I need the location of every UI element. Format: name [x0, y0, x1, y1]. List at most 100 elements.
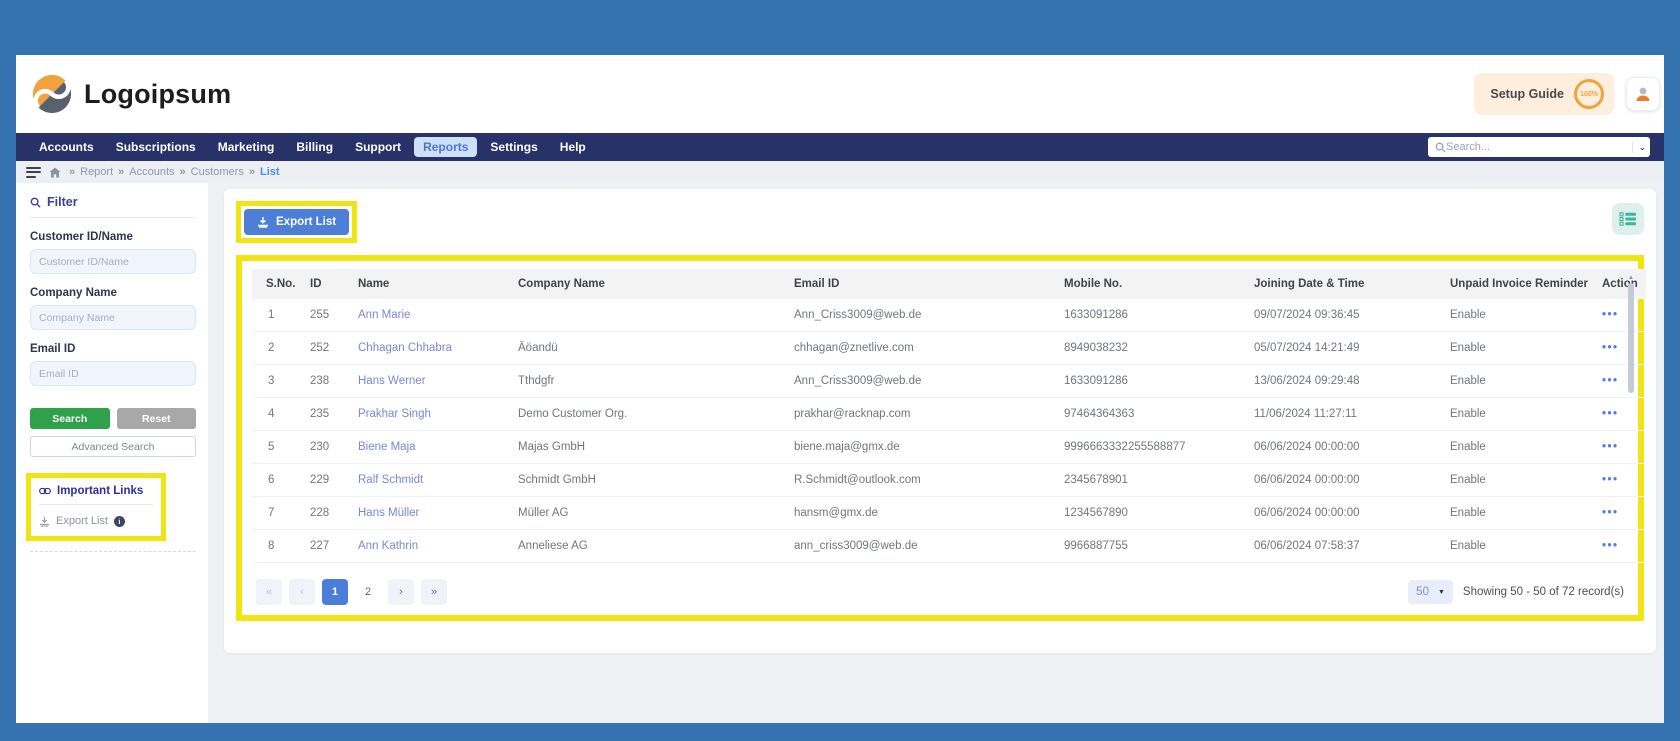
customer-name-link[interactable]: Prakhar Singh — [352, 397, 512, 431]
breadcrumb-item[interactable]: » Report — [69, 166, 113, 178]
cell-mobile: 1633091286 — [1058, 364, 1248, 398]
col-action: Action — [1596, 269, 1646, 299]
person-icon — [1633, 84, 1653, 104]
cell-reminder: Enable — [1444, 364, 1596, 398]
cell-joined: 06/06/2024 00:00:00 — [1248, 496, 1444, 530]
customer-name-link[interactable]: Chhagan Chhabra — [352, 331, 512, 365]
cell-id: 229 — [304, 463, 352, 497]
cell-sno: 7 — [252, 496, 304, 530]
cell-email: R.Schmidt@outlook.com — [788, 463, 1058, 497]
customer-name-link[interactable]: Ann Marie — [352, 299, 512, 332]
nav-item[interactable]: Accounts — [39, 140, 94, 154]
cell-email: Ann_Criss3009@web.de — [788, 364, 1058, 398]
customer-name-link[interactable]: Biene Maja — [352, 430, 512, 464]
important-links-title: Important Links — [57, 485, 144, 497]
row-actions-button[interactable]: ••• — [1596, 529, 1646, 563]
row-actions-button[interactable]: ••• — [1596, 331, 1646, 365]
row-actions-button[interactable]: ••• — [1596, 463, 1646, 497]
col-name: Name — [352, 269, 512, 299]
row-actions-button[interactable]: ••• — [1596, 397, 1646, 431]
col-id: ID — [304, 269, 352, 299]
pagination-first-button[interactable]: « — [256, 579, 282, 605]
link-icon — [39, 487, 51, 495]
search-input[interactable] — [1446, 141, 1629, 153]
table-row: 5 230 Biene Maja Majas GmbH biene.maja@g… — [252, 430, 1646, 464]
customer-name-link[interactable]: Hans Werner — [352, 364, 512, 398]
breadcrumb-label[interactable]: Accounts — [129, 166, 175, 178]
caret-down-icon: ▼ — [1437, 588, 1445, 596]
reset-button[interactable]: Reset — [116, 408, 196, 429]
col-email: Email ID — [788, 269, 1058, 299]
info-icon[interactable]: i — [113, 515, 125, 527]
cell-joined: 05/07/2024 14:21:49 — [1248, 331, 1444, 365]
col-joined: Joining Date & Time — [1248, 269, 1444, 299]
logo[interactable]: Logoipsum — [32, 74, 231, 114]
col-reminder: Unpaid Invoice Reminder — [1444, 269, 1596, 299]
breadcrumb-label[interactable]: Customers — [190, 166, 244, 178]
cell-company: Äöandü — [512, 331, 788, 365]
nav-item[interactable]: Settings — [490, 140, 538, 154]
breadcrumb-label[interactable]: Report — [80, 166, 114, 178]
advanced-search-button[interactable]: Advanced Search — [30, 436, 196, 457]
filter-field-input[interactable] — [30, 361, 196, 386]
scrollbar-thumb[interactable] — [1628, 283, 1634, 393]
breadcrumb-item[interactable]: » Accounts — [118, 166, 174, 178]
nav-item[interactable]: Support — [355, 140, 402, 154]
setup-guide-button[interactable]: Setup Guide 100% — [1474, 73, 1614, 115]
breadcrumb-label[interactable]: List — [259, 166, 280, 178]
page-size-select[interactable]: 50 ▼ — [1408, 580, 1453, 604]
home-icon[interactable] — [49, 167, 61, 178]
user-avatar-button[interactable] — [1626, 77, 1660, 111]
breadcrumb-item[interactable]: » List — [249, 166, 280, 178]
nav-item[interactable]: Marketing — [217, 140, 275, 154]
filter-field-input[interactable] — [30, 249, 196, 274]
main-nav: Accounts Subscriptions Marketing Billing Sup… — [16, 133, 1664, 161]
sidebar-toggle-icon[interactable] — [26, 166, 41, 178]
cell-mobile: 1633091286 — [1058, 299, 1248, 332]
table-row: 4 235 Prakhar Singh Demo Customer Org. p… — [252, 397, 1646, 431]
sidebar-export-list-link[interactable]: Export List i — [39, 515, 153, 527]
row-actions-button[interactable]: ••• — [1596, 299, 1646, 332]
breadcrumb-separator: » — [248, 166, 255, 178]
cell-company: Müller AG — [512, 496, 788, 530]
pagination-last-button[interactable]: » — [421, 579, 447, 605]
cell-sno: 8 — [252, 529, 304, 563]
app-window: Logoipsum Setup Guide 100% Accounts Subsc… — [16, 55, 1664, 723]
cell-company — [512, 299, 788, 332]
cell-id: 227 — [304, 529, 352, 563]
search-button[interactable]: Search — [30, 408, 110, 429]
table-row: 2 252 Chhagan Chhabra Äöandü chhagan@zne… — [252, 331, 1646, 365]
cell-reminder: Enable — [1444, 496, 1596, 530]
breadcrumb-item[interactable]: » Customers — [180, 166, 244, 178]
nav-item[interactable]: Billing — [296, 140, 334, 154]
customer-name-link[interactable]: Ann Kathrin — [352, 529, 512, 563]
export-list-button[interactable]: Export List — [244, 209, 350, 235]
table-scrollbar[interactable]: ▲ — [1627, 275, 1635, 575]
col-company: Company Name — [512, 269, 788, 299]
cell-id: 238 — [304, 364, 352, 398]
filter-field-input[interactable] — [30, 305, 196, 330]
pagination-page-button[interactable]: 2 — [355, 579, 381, 605]
cell-id: 252 — [304, 331, 352, 365]
list-settings-icon — [1619, 211, 1637, 227]
scroll-up-icon[interactable]: ▲ — [1628, 275, 1634, 281]
cell-id: 235 — [304, 397, 352, 431]
table-row: 3 238 Hans Werner Tthdgfr Ann_Criss3009@… — [252, 364, 1646, 398]
search-scope-caret-icon[interactable]: ⌄ — [1632, 141, 1646, 153]
pagination-prev-button[interactable]: ‹ — [289, 579, 315, 605]
pagination-page-button[interactable]: 1 — [322, 579, 348, 605]
row-actions-button[interactable]: ••• — [1596, 430, 1646, 464]
column-settings-button[interactable] — [1612, 203, 1644, 235]
customer-name-link[interactable]: Hans Müller — [352, 496, 512, 530]
nav-item[interactable]: Help — [559, 140, 586, 154]
breadcrumb-separator: » — [69, 166, 76, 178]
breadcrumb-bar: » Report » Accounts » Customers » List — [16, 161, 1664, 183]
nav-item[interactable]: Subscriptions — [115, 140, 196, 154]
pagination-next-button[interactable]: › — [388, 579, 414, 605]
nav-item[interactable]: Reports — [414, 137, 478, 157]
cell-email: Ann_Criss3009@web.de — [788, 299, 1058, 332]
row-actions-button[interactable]: ••• — [1596, 496, 1646, 530]
header: Logoipsum Setup Guide 100% — [16, 55, 1664, 133]
customer-name-link[interactable]: Ralf Schmidt — [352, 463, 512, 497]
row-actions-button[interactable]: ••• — [1596, 364, 1646, 398]
